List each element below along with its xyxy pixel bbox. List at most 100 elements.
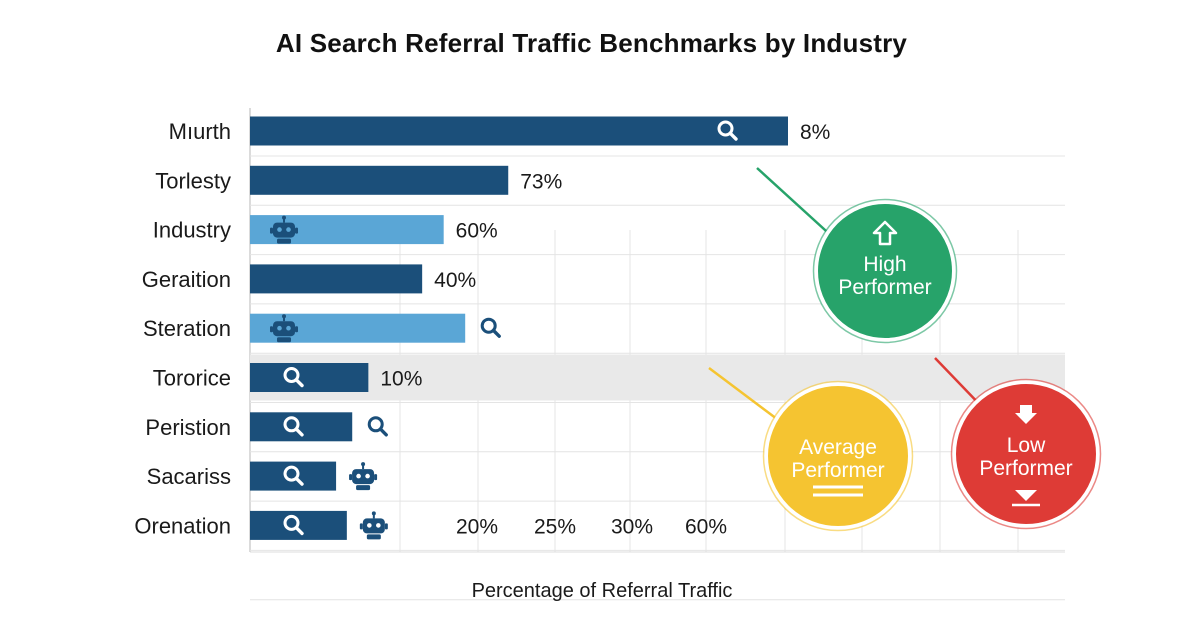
search-icon-handle xyxy=(491,328,501,338)
robot-icon-eye-left xyxy=(356,473,361,479)
search-icon-lens xyxy=(283,514,300,531)
robot-icon-head xyxy=(273,222,295,238)
robot-icon-ear-left xyxy=(349,474,353,481)
highlight-band-layer xyxy=(250,354,1065,401)
x-tick-label: 20% xyxy=(456,515,498,538)
search-icon-handle xyxy=(294,427,304,437)
robot-icon-ear-right xyxy=(374,474,378,481)
highlight-band xyxy=(250,354,1065,401)
legend-label: Performer xyxy=(838,276,931,299)
data-label: 10% xyxy=(380,368,422,391)
bar xyxy=(250,412,353,442)
category-label: Tororice xyxy=(153,366,231,391)
category-label: Industry xyxy=(153,218,231,243)
robot-icon-eye-left xyxy=(367,523,372,528)
search-icon xyxy=(283,465,304,486)
legend-badge-ring xyxy=(812,198,958,344)
x-tick-label: 25% xyxy=(534,515,576,538)
search-icon-handle xyxy=(294,378,304,388)
data-label: 60% xyxy=(456,220,498,243)
search-icon-handle xyxy=(294,526,304,536)
high-connector-line xyxy=(756,167,837,241)
robot-icon-eye-right xyxy=(286,227,291,232)
arrow-down-icon xyxy=(1012,405,1040,507)
data-label: 40% xyxy=(434,269,476,292)
arrow-down-shape-bottom xyxy=(1015,490,1037,501)
search-icon-lens xyxy=(283,465,300,482)
search-icon-handle xyxy=(294,476,304,486)
search-icon-lens xyxy=(717,120,734,137)
search-icon-lens xyxy=(283,416,300,433)
robot-icon-eye-left xyxy=(277,227,282,232)
chart-title: AI Search Referral Traffic Benchmarks by… xyxy=(275,28,908,58)
robot-icon xyxy=(349,462,378,491)
arrow-down-shape-top xyxy=(1015,405,1037,424)
robot-icon xyxy=(270,314,298,343)
legend-label: Performer xyxy=(791,459,884,482)
data-label: 8% xyxy=(800,121,830,144)
legend-badge-circle xyxy=(952,380,1100,528)
robot-icon-antenna-tip xyxy=(361,462,366,467)
search-icon-lens xyxy=(367,416,384,433)
label-layer: Mıurth 8% Torlesty 73% Industry 60% Geraition 4… xyxy=(134,119,830,540)
legend-label: Performer xyxy=(979,457,1072,480)
legend-layer: HighPerformerAveragePerformerLowPerforme… xyxy=(762,198,1102,532)
search-icon-lens xyxy=(283,367,300,383)
legend-badge-circle xyxy=(764,382,912,530)
bar xyxy=(250,116,788,146)
robot-icon-eye-right xyxy=(376,523,381,528)
robot-icon-antenna-tip xyxy=(282,314,286,319)
search-icon xyxy=(480,317,501,338)
robot-icon-eye-right xyxy=(365,473,370,479)
robot-icon-ear-left xyxy=(270,326,273,333)
robot-icon-ear-right xyxy=(295,227,298,234)
legend-badge-ring xyxy=(950,378,1102,530)
robot-icon-ear-left xyxy=(359,523,363,530)
robot-icon-ear-left xyxy=(270,227,273,234)
bar xyxy=(250,165,509,195)
search-icon-lens xyxy=(480,317,497,334)
x-tick-label: 60% xyxy=(685,515,727,538)
robot-icon xyxy=(359,511,388,540)
category-label: Torlesty xyxy=(155,168,231,193)
legend-badge-circle xyxy=(814,200,956,342)
search-icon xyxy=(717,120,738,141)
robot-icon-body xyxy=(366,534,381,540)
category-label: Geraition xyxy=(142,267,231,292)
search-icon xyxy=(283,514,304,536)
robot-icon-ear-right xyxy=(295,326,298,333)
robot-icon-ear-right xyxy=(384,523,388,530)
robot-icon-eye-right xyxy=(286,325,291,331)
legend-label: Low xyxy=(1007,434,1046,457)
robot-icon-antenna-tip xyxy=(282,215,286,220)
legend-badge-ring xyxy=(762,380,914,532)
robot-icon-body xyxy=(277,238,291,244)
category-label: Mıurth xyxy=(169,119,231,144)
search-icon xyxy=(367,416,388,437)
category-label: Steration xyxy=(143,316,231,341)
x-axis-label: Percentage of Referral Traffic xyxy=(471,580,733,602)
legend-label: High xyxy=(863,253,906,276)
robot-icon-eye-left xyxy=(277,325,282,331)
search-icon-handle xyxy=(378,427,388,437)
x-tick-label: 30% xyxy=(611,515,653,538)
legend-label: Average xyxy=(799,436,877,459)
robot-icon-antenna-tip xyxy=(371,511,376,516)
bar xyxy=(250,363,369,392)
arrow-up-icon xyxy=(872,220,898,246)
robot-icon-body xyxy=(356,485,371,491)
search-icon xyxy=(283,416,304,437)
robot-icon-body xyxy=(277,337,291,343)
bar-layer xyxy=(250,116,788,540)
data-label: 73% xyxy=(520,170,562,193)
double-line-icon xyxy=(813,485,863,497)
robot-icon-head xyxy=(352,469,375,485)
average-connector-line xyxy=(708,367,786,426)
arrow-up-shape xyxy=(872,220,898,246)
robot-icon-head xyxy=(273,321,295,337)
search-icon-handle xyxy=(728,131,738,141)
